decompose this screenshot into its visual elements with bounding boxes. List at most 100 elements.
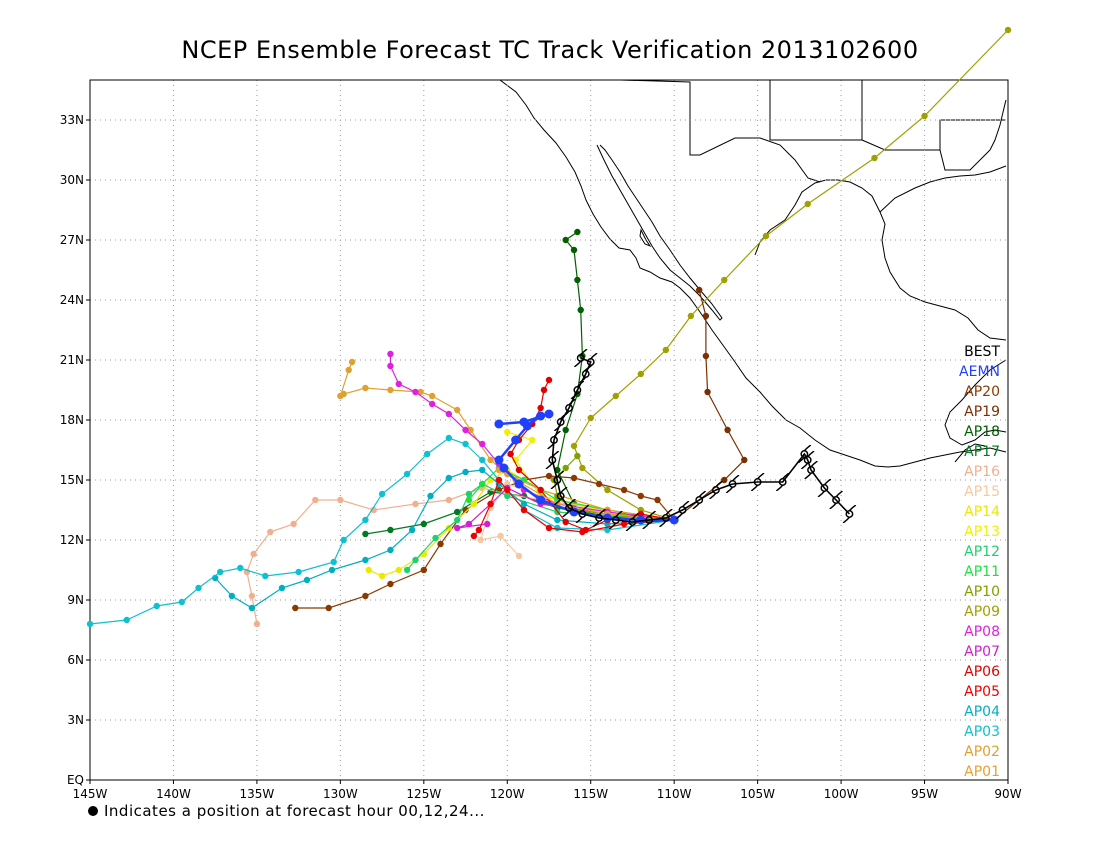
track-point [562,236,569,244]
track-point [325,604,332,612]
hurricane-arm [573,360,582,368]
track-point [741,456,748,464]
hurricane-eye [845,510,854,518]
hurricane-arm [556,470,565,478]
track-point [303,576,311,584]
hurricane-arm [560,486,568,494]
hurricane-arm [570,392,578,400]
legend-item-ap01: AP01 [964,764,1000,780]
track-point [445,434,453,442]
track-point [465,520,473,528]
hurricane-arm [823,478,832,486]
track-point [487,456,494,464]
track-point [637,510,644,518]
track-point [378,572,386,580]
track-point [544,409,554,419]
track-point [612,392,619,400]
legend-item-ap05: AP05 [964,684,1000,700]
track-line [473,478,675,537]
track-point [445,524,453,532]
track-point [540,386,548,394]
hurricane-arm [576,380,585,388]
legend-item-ap14: AP14 [964,504,1000,520]
track-point [462,468,469,476]
hurricane-arm [598,508,606,516]
hurricane-glyph [692,490,706,510]
hurricane-arm [665,508,673,516]
y-axis-ticks: EQ 3N 6N 9N 12N 15N 18N 21N 24N 27N 30N 33N [60,113,90,787]
pacific-coastline [499,79,1007,468]
track-point [871,154,878,162]
track-line [246,487,675,625]
track-point [403,470,411,478]
track-point [295,568,302,576]
track-point [454,406,461,414]
track-line [551,357,850,523]
track-point [579,464,586,472]
track-point [465,496,473,504]
legend-item-ap02: AP02 [964,744,1000,760]
track-point [662,346,670,354]
track-point [387,546,394,554]
track-point [216,568,224,576]
track-aemn [494,409,679,525]
track-point [292,604,299,612]
hurricane-arm [829,502,837,510]
track-point [278,584,286,592]
hurricane-glyph [592,508,606,528]
hurricane-arm [562,510,570,518]
hurricane-arm [807,450,815,458]
track-point [804,200,811,208]
track-point [562,464,569,472]
hurricane-arm [642,522,650,530]
x-axis-ticks: 145W 140W 135W 130W 125W 120W 115W 110W 105W 100W… [73,780,1022,801]
track-point [195,584,202,592]
storm-tracks [86,26,1012,628]
hurricane-arm [625,524,634,532]
track-point [519,417,529,427]
hurricane-glyph [545,450,560,470]
track-point [479,480,486,488]
track-point [545,472,553,480]
guatemala-border [954,443,986,463]
track-line [573,29,1009,521]
track-point [636,515,646,525]
hurricane-arm [583,364,592,372]
track-point [762,232,770,240]
forecast-dot-icon [88,806,98,816]
hurricane-glyph [829,490,843,510]
track-point [428,392,436,400]
track-point [428,400,436,408]
hurricane-arm [803,444,812,452]
chart-title: NCEP Ensemble Forecast TC Track Verifica… [181,36,919,64]
track-point [423,450,431,458]
legend-item-ap15: AP15 [964,484,1000,500]
track-point [702,312,710,320]
track-point [290,520,297,528]
hurricane-arm [631,512,640,520]
track-point [467,426,474,434]
hurricane-glyph [562,498,576,518]
track-point [408,526,416,534]
hurricane-glyph [562,398,576,418]
isla-tiburon [639,228,652,248]
track-point [362,592,369,600]
track-point [412,500,419,508]
y-tick-label: 3N [67,713,84,727]
land-outlines [499,79,1007,468]
hurricane-arm [547,442,555,450]
track-point [470,532,478,540]
hurricane-arm [551,450,560,458]
track-point [494,455,504,465]
hurricane-arm [580,348,588,356]
x-tick-label: 120W [490,787,525,801]
track-point [721,276,728,284]
track-point [445,496,453,504]
hurricane-arm [592,520,600,528]
hurricane-glyph [659,508,673,528]
track-point [515,552,523,560]
track-ap19 [670,286,748,524]
y-tick-label: 12N [60,533,84,547]
x-tick-label: 145W [73,787,108,801]
x-tick-label: 130W [323,787,358,801]
